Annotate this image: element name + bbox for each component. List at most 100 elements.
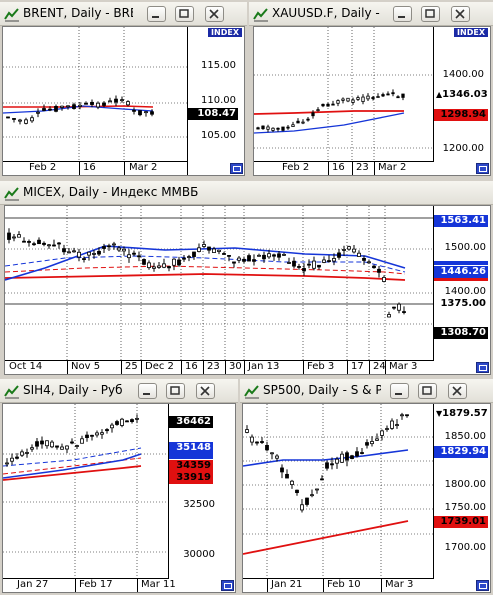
candle-body xyxy=(114,98,118,103)
brent-price-plot[interactable] xyxy=(3,27,187,162)
level-price-box: 1375.00 xyxy=(434,298,488,310)
price-scale[interactable]: INDEX 115.00 110.00 105.00 108.47 xyxy=(187,27,244,175)
time-axis[interactable]: Jan 27 Feb 17 Mar 11 xyxy=(3,578,176,592)
axis-separator xyxy=(124,162,125,175)
chart-config-button[interactable] xyxy=(476,362,489,373)
candle-body xyxy=(45,440,49,447)
candle-body xyxy=(100,432,104,435)
sih4-chart-window: SIH4, Daily - Руб 36462 35148 34359 3391… xyxy=(0,379,238,595)
price-scale[interactable]: 36462 35148 34359 33919 32500 30000 xyxy=(168,404,235,592)
chart-config-button[interactable] xyxy=(476,163,489,174)
candle-body xyxy=(357,252,361,257)
micex-chart-area[interactable]: 1563.41 1500.00 1446.26 1400.00 1375.00 … xyxy=(4,205,491,375)
minimize-button[interactable] xyxy=(393,6,412,22)
candle-body xyxy=(126,101,130,106)
maximize-button[interactable] xyxy=(175,6,194,22)
price-scale[interactable]: INDEX 1400.00 1200.00 ▲ 1346.03 1298.94 xyxy=(433,27,490,175)
minimize-button[interactable] xyxy=(147,6,166,22)
axis-separator xyxy=(203,361,204,374)
sp500-titlebar[interactable]: SP500, Daily - S & P 5 xyxy=(240,379,493,403)
candle-body xyxy=(192,251,196,257)
candle-body xyxy=(305,497,309,505)
candle-body xyxy=(112,243,116,246)
current-price-box: 36462 xyxy=(169,416,213,428)
candle-body xyxy=(135,417,139,420)
close-button[interactable] xyxy=(451,6,470,22)
candle-body xyxy=(75,445,79,447)
price-scale[interactable]: ▼ 1879.57 1850.00 1829.94 1800.00 1750.00… xyxy=(433,404,490,592)
minimize-button[interactable] xyxy=(138,383,157,399)
candle-body xyxy=(57,242,61,245)
minimize-button[interactable] xyxy=(390,383,409,399)
micex-titlebar[interactable]: MICEX, Daily - Индекс ММВБ xyxy=(0,181,493,205)
time-label: 30 xyxy=(229,361,242,372)
candle-body xyxy=(7,232,11,240)
axis-separator xyxy=(328,162,329,175)
axis-separator xyxy=(141,361,142,374)
maximize-button[interactable] xyxy=(421,6,440,22)
ma-price-box: 1298.94 xyxy=(434,109,488,121)
ma-price-box: 1739.01 xyxy=(434,516,488,528)
candle-body xyxy=(37,239,41,245)
price-label: 1200.00 xyxy=(442,143,484,154)
candle-body xyxy=(115,421,119,425)
chart-config-button[interactable] xyxy=(221,580,234,591)
candle-body xyxy=(302,268,306,272)
time-axis[interactable]: Oct 14 Nov 5 25 Dec 2 16 23 30 Jan 13 Feb 3 17 24 M… xyxy=(5,360,434,374)
chart-config-button[interactable] xyxy=(476,580,489,591)
close-button[interactable] xyxy=(448,383,467,399)
sp500-chart-area[interactable]: ▼ 1879.57 1850.00 1829.94 1800.00 1750.00… xyxy=(242,403,491,593)
chart-config-button[interactable] xyxy=(230,163,243,174)
close-button[interactable] xyxy=(205,6,224,22)
scale-type-tag: INDEX xyxy=(454,28,488,37)
axis-separator xyxy=(352,162,353,175)
candle-body xyxy=(142,259,146,265)
axis-separator xyxy=(381,579,382,592)
candle-body xyxy=(256,127,260,130)
time-axis[interactable]: Feb 2 16 Mar 2 xyxy=(3,161,187,175)
current-price-box: ▲ 1346.03 xyxy=(434,89,488,101)
brent-chart-area[interactable]: INDEX 115.00 110.00 105.00 108.47 Feb 2 … xyxy=(2,26,245,176)
close-button[interactable] xyxy=(196,383,215,399)
xauusd-chart-area[interactable]: INDEX 1400.00 1200.00 ▲ 1346.03 1298.94 F… xyxy=(253,26,491,176)
candle-body xyxy=(267,253,271,258)
candle-body xyxy=(286,126,290,129)
time-label: Feb 2 xyxy=(29,162,57,173)
xauusd-titlebar[interactable]: XAUUSD.F, Daily - xyxy=(249,2,493,26)
candle-body xyxy=(85,434,89,438)
xauusd-price-plot[interactable] xyxy=(254,27,434,162)
time-axis[interactable]: Feb 2 16 23 Mar 2 xyxy=(254,161,434,175)
candle-body xyxy=(212,248,216,253)
candle-body xyxy=(52,244,56,247)
micex-price-plot[interactable] xyxy=(5,206,434,361)
candle-body xyxy=(295,489,299,494)
candle-body xyxy=(307,263,311,266)
candle-body xyxy=(10,457,14,462)
time-label: 16 xyxy=(185,361,198,372)
candle-body xyxy=(18,119,22,122)
time-axis[interactable]: Jan 21 Feb 10 Mar 3 xyxy=(243,578,434,592)
axis-separator xyxy=(323,579,324,592)
moving-average-line xyxy=(254,112,405,134)
candle-body xyxy=(352,248,356,253)
sih4-chart-area[interactable]: 36462 35148 34359 33919 32500 30000 Jan … xyxy=(2,403,236,593)
sih4-price-plot[interactable] xyxy=(3,404,169,579)
axis-separator xyxy=(225,361,226,374)
candle-body xyxy=(25,452,29,454)
window-title: BRENT, Daily - BRE xyxy=(23,6,133,20)
time-label: Jan 27 xyxy=(17,579,49,590)
candle-body xyxy=(345,452,349,461)
candle-body xyxy=(27,241,31,243)
chart-window-icon xyxy=(4,385,19,399)
maximize-button[interactable] xyxy=(166,383,185,399)
maximize-button[interactable] xyxy=(418,383,437,399)
moving-average-line xyxy=(243,520,409,555)
candle-body xyxy=(62,248,66,253)
candle-body xyxy=(326,103,330,107)
brent-titlebar[interactable]: BRENT, Daily - BRE xyxy=(0,2,247,26)
candle-body xyxy=(102,246,106,249)
time-label: Jan 13 xyxy=(248,361,280,372)
sp500-price-plot[interactable] xyxy=(243,404,434,579)
price-scale[interactable]: 1563.41 1500.00 1446.26 1400.00 1375.00 … xyxy=(433,206,490,374)
sih4-titlebar[interactable]: SIH4, Daily - Руб xyxy=(0,379,238,403)
